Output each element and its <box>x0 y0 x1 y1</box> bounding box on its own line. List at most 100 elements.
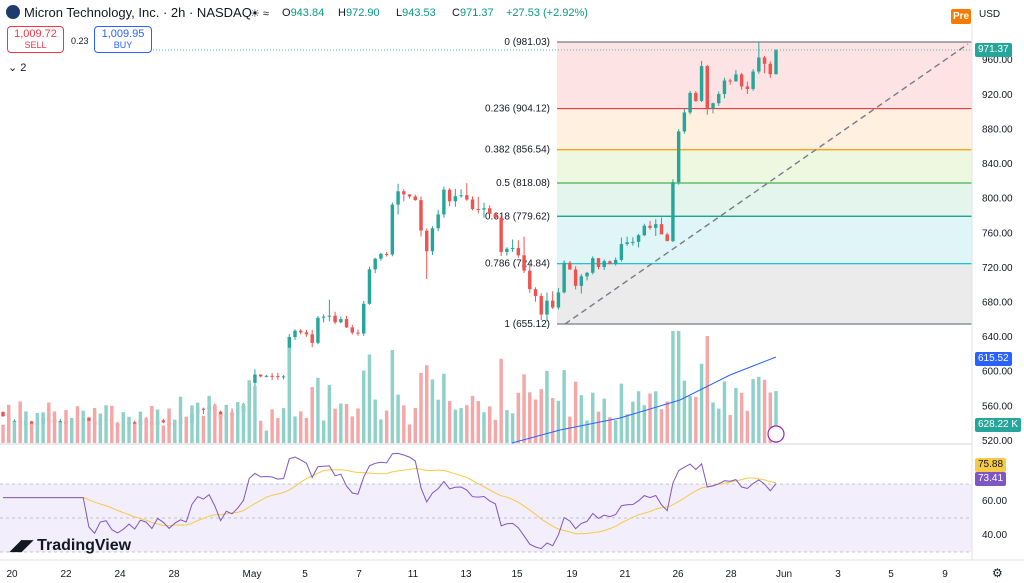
tradingview-mark-icon: ◢◤ <box>10 537 34 554</box>
volume-bar <box>213 404 217 443</box>
spread-value: 0.23 <box>71 36 89 46</box>
fib-level-label: 0.236 (904.12) <box>485 104 550 115</box>
volume-bar <box>470 395 475 443</box>
volume-bar <box>751 379 755 443</box>
candle-body <box>676 131 681 183</box>
candle-body <box>510 248 515 250</box>
volume-bar <box>47 402 51 443</box>
candle-body <box>453 196 458 202</box>
time-tick-label: May <box>243 569 262 580</box>
currency-label[interactable]: USD <box>979 9 1001 20</box>
price-tick-label: 520.00 <box>982 436 1013 447</box>
volume-bar <box>516 392 521 443</box>
volume-bar <box>436 399 440 443</box>
candle-body <box>608 261 612 264</box>
candle-body <box>699 66 704 101</box>
rsi-line <box>3 452 777 550</box>
volume-bar <box>104 405 108 443</box>
candle-body <box>694 92 698 101</box>
candle-body <box>688 92 692 113</box>
volume-bar <box>539 389 543 443</box>
sell-button[interactable]: 1,009.72 SELL <box>7 26 64 53</box>
candle-body <box>293 330 297 337</box>
settings-gear-icon[interactable]: ⚙ <box>992 566 1003 580</box>
price-tick-label: 680.00 <box>982 297 1013 308</box>
buy-button[interactable]: 1,009.95 BUY <box>94 26 152 53</box>
candle-body <box>447 189 452 202</box>
fib-level-label: 0.618 (779.62) <box>485 211 550 222</box>
candle-body <box>321 316 326 318</box>
fib-trendline <box>564 43 969 325</box>
sell-label: SELL <box>24 40 47 50</box>
volume-bar <box>573 381 578 443</box>
volume-bar <box>642 405 647 443</box>
volume-bar <box>64 409 68 443</box>
price-tick-label: 760.00 <box>982 228 1013 239</box>
volume-bar <box>98 413 103 443</box>
price-tick-label: 720.00 <box>982 263 1013 274</box>
candle-body <box>579 276 584 286</box>
buy-label: BUY <box>113 40 133 50</box>
volume-bar <box>568 416 572 443</box>
volume-bar <box>745 410 750 443</box>
candle-body <box>734 74 738 82</box>
volume-bar <box>442 373 446 443</box>
candle-body <box>545 300 549 315</box>
volume-bar <box>528 392 532 443</box>
volume-bar <box>591 392 595 443</box>
sell-price: 1,009.72 <box>14 28 57 40</box>
volume-bar <box>728 415 732 443</box>
rsi-tag: 73.41 <box>975 472 1007 486</box>
candle-body <box>665 234 669 242</box>
volume-bar <box>81 410 85 443</box>
price-tick-label: 960.00 <box>982 55 1013 66</box>
volume-bar <box>425 365 429 443</box>
candle-body <box>591 258 595 273</box>
volume-bar <box>52 411 57 443</box>
volume-bar <box>499 358 503 443</box>
volume-bar <box>299 411 303 443</box>
volume-bar <box>419 372 423 443</box>
volume-bar <box>373 399 377 443</box>
volume-bar <box>636 391 641 443</box>
candle-body <box>768 63 772 75</box>
candle-body <box>516 248 521 256</box>
time-tick-label: 19 <box>566 569 578 580</box>
candle-body <box>270 375 274 377</box>
volume-bar <box>75 406 80 443</box>
volume-bar <box>407 424 412 443</box>
volume-bar <box>585 420 589 443</box>
candle-body <box>722 80 727 95</box>
candle-body <box>459 195 463 197</box>
volume-bar <box>671 331 675 443</box>
candle-body <box>717 94 721 104</box>
volume-bar <box>161 425 166 443</box>
volume-bar <box>138 411 143 443</box>
candle-body <box>344 319 349 328</box>
candle-body <box>299 330 303 333</box>
fib-level-label: 0.786 (724.84) <box>485 259 550 270</box>
time-tick-label: 3 <box>835 569 841 580</box>
candle-body <box>568 262 572 270</box>
volume-bar <box>768 392 772 443</box>
symbol-title[interactable]: Micron Technology, Inc. · 2h · NASDAQ <box>24 5 252 20</box>
indicator-toggle[interactable]: ⌄ 2 <box>8 61 26 74</box>
volume-bar <box>705 336 710 443</box>
volume-bar <box>327 384 332 443</box>
time-tick-label: 21 <box>619 569 631 580</box>
time-tick-label: 5 <box>888 569 894 580</box>
price-tick-label: 560.00 <box>982 401 1013 412</box>
volume-bar <box>648 393 652 443</box>
logo-text: TradingView <box>37 537 132 554</box>
candle-body <box>631 241 635 243</box>
tradingview-logo[interactable]: ◢◤ TradingView <box>10 536 131 555</box>
volume-bar <box>18 401 22 443</box>
candle-body <box>487 208 492 214</box>
candle-body <box>58 421 62 424</box>
volume-bar <box>69 417 74 443</box>
candle-body <box>390 204 395 255</box>
price-tick-label: 840.00 <box>982 159 1013 170</box>
candle-body <box>362 303 366 334</box>
volume-bar <box>236 402 240 443</box>
